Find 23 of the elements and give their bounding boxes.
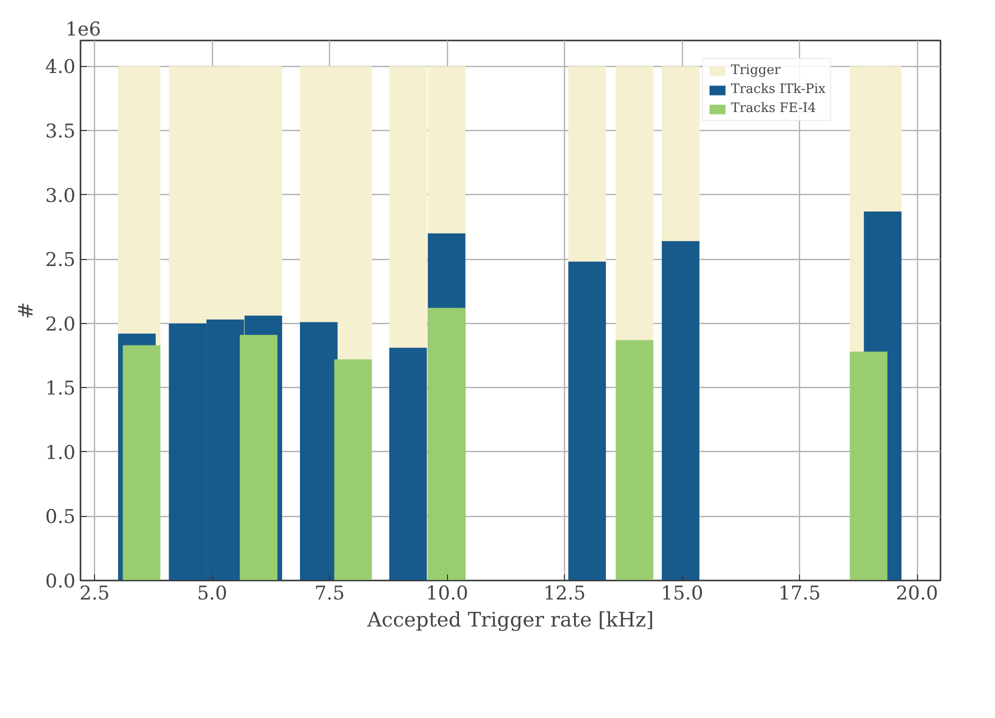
y-tick-label: 1.5 (45, 378, 76, 400)
y-tick-label: 3.0 (45, 184, 76, 207)
x-tick-label: 20.0 (896, 582, 938, 604)
y-tick-label: 0.0 (45, 570, 76, 592)
x-tick-label: 5.0 (196, 582, 228, 604)
x-tick-label: 7.5 (314, 582, 345, 604)
legend-label: Tracks FE-I4 (730, 101, 816, 116)
x-tick-label: 2.5 (79, 582, 110, 604)
x-tick-label: 10.0 (426, 582, 468, 604)
text: 1e6 (66, 18, 101, 40)
x-tick-label: 17.5 (778, 582, 821, 604)
y-tick-label: 3.5 (45, 120, 76, 142)
legend-label: Tracks ITk-Pix (730, 82, 826, 97)
y-tick-label: 4.0 (45, 56, 76, 78)
x-axis-title: Accepted Trigger rate [kHz] (366, 608, 654, 632)
legend-label: Trigger (730, 63, 781, 78)
y-tick-label: 2.5 (45, 249, 76, 272)
y-axis-title: # (13, 302, 38, 319)
x-tick-label: 15.0 (660, 582, 704, 604)
y-tick-label: 0.5 (45, 506, 76, 528)
y-tick-label: 2.0 (45, 313, 76, 336)
x-tick-label: 12.5 (543, 582, 586, 604)
y-tick-label: 1.0 (45, 442, 76, 464)
